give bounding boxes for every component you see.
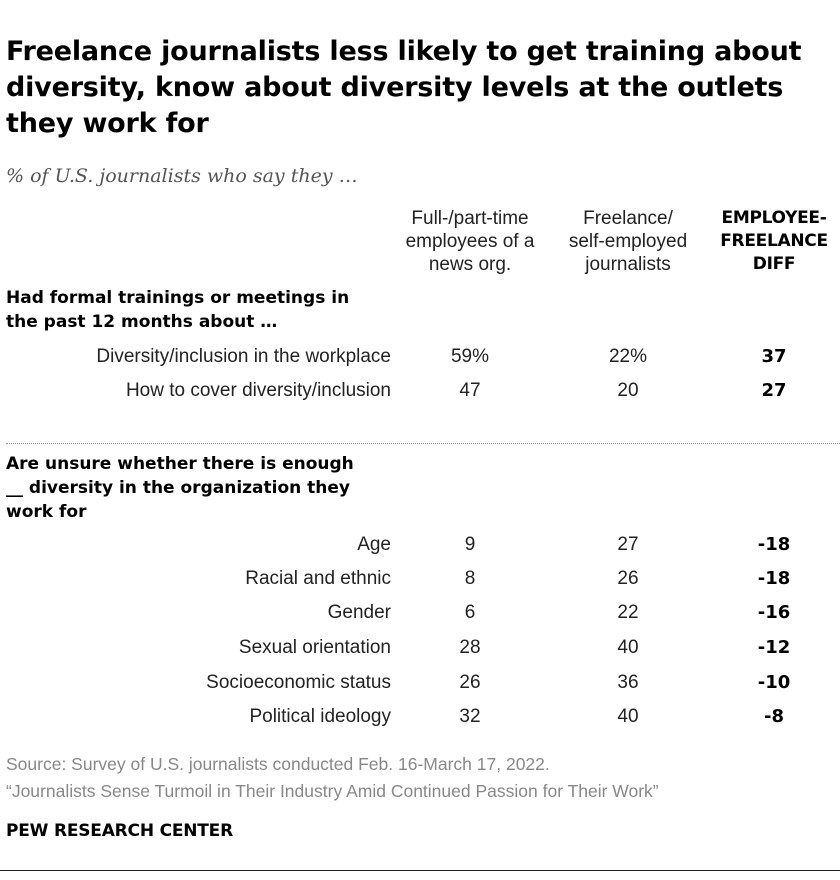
value-employees: 28 xyxy=(459,637,481,658)
value-freelance: 22 xyxy=(617,602,639,623)
section-divider xyxy=(6,443,840,444)
value-freelance: 20 xyxy=(617,380,639,401)
column-header-freelance-line2: self-employed xyxy=(568,231,688,252)
value-freelance: 40 xyxy=(617,637,639,658)
bottom-rule xyxy=(0,870,840,871)
value-employees: 26 xyxy=(459,672,481,693)
value-freelance: 22% xyxy=(608,346,648,367)
column-header-freelance-line3: journalists xyxy=(585,254,671,275)
section-heading-trainings-line2: the past 12 months about … xyxy=(6,312,278,332)
value-freelance: 40 xyxy=(617,706,639,727)
row-label: How to cover diversity/inclusion xyxy=(125,380,391,401)
value-diff: -16 xyxy=(757,602,791,623)
section-heading-trainings-line1: Had formal trainings or meetings in xyxy=(6,288,350,308)
value-employees: 47 xyxy=(459,380,481,401)
value-diff: 37 xyxy=(761,346,787,367)
row-label: Sexual orientation xyxy=(238,637,391,658)
value-freelance: 27 xyxy=(617,534,639,555)
value-diff: -18 xyxy=(757,534,791,555)
column-header-diff-line3: DIFF xyxy=(752,254,796,274)
table-row: Racial and ethnic 8 26 -18 xyxy=(0,562,840,596)
table-row: Sexual orientation 28 40 -12 xyxy=(0,631,840,665)
column-header-diff-line1: EMPLOYEE- xyxy=(721,208,827,228)
column-header-employees-line1: Full-/part-time xyxy=(411,208,529,229)
value-freelance: 26 xyxy=(617,568,639,589)
column-header-freelance-line1: Freelance/ xyxy=(583,208,673,229)
row-label: Racial and ethnic xyxy=(245,568,391,589)
row-label: Gender xyxy=(327,602,391,623)
value-freelance: 36 xyxy=(617,672,639,693)
section-heading-trainings: Had formal trainings or meetings in the … xyxy=(6,286,349,334)
report-title-note: “Journalists Sense Turmoil in Their Indu… xyxy=(6,781,659,801)
column-header-freelance: Freelance/ self-employed journalists xyxy=(548,207,708,276)
column-header-employees-line2: employees of a xyxy=(405,231,535,252)
table-row: Gender 6 22 -16 xyxy=(0,596,840,630)
pew-research-center-logo: PEW RESEARCH CENTER xyxy=(6,821,233,841)
value-employees: 6 xyxy=(464,602,476,623)
column-header-employees: Full-/part-time employees of a news org. xyxy=(380,207,560,276)
value-employees: 59% xyxy=(450,346,490,367)
column-header-employees-line3: news org. xyxy=(428,254,512,275)
column-header-diff-line2: FREELANCE xyxy=(720,231,828,251)
column-header-diff: EMPLOYEE- FREELANCE DIFF xyxy=(704,207,840,276)
source-note: Source: Survey of U.S. journalists condu… xyxy=(6,754,550,774)
row-label: Age xyxy=(357,534,391,555)
section-heading-unsure-line3: work for xyxy=(6,502,87,522)
table-row: Political ideology 32 40 -8 xyxy=(0,700,840,734)
value-employees: 9 xyxy=(464,534,476,555)
section-heading-unsure: Are unsure whether there is enough __ di… xyxy=(6,452,354,524)
row-label: Socioeconomic status xyxy=(206,672,391,693)
section-heading-unsure-line1: Are unsure whether there is enough xyxy=(6,454,354,474)
value-diff: -12 xyxy=(757,637,791,658)
value-diff: -18 xyxy=(757,568,791,589)
chart-title: Freelance journalists less likely to get… xyxy=(6,36,802,139)
row-label: Diversity/inclusion in the workplace xyxy=(96,346,391,367)
value-employees: 32 xyxy=(459,706,481,727)
table-row: How to cover diversity/inclusion 47 20 2… xyxy=(0,374,840,408)
table-row: Socioeconomic status 26 36 -10 xyxy=(0,666,840,700)
row-label: Political ideology xyxy=(249,706,391,727)
value-diff: -10 xyxy=(757,672,791,693)
value-diff: -8 xyxy=(764,706,784,727)
value-employees: 8 xyxy=(464,568,476,589)
value-diff: 27 xyxy=(761,380,787,401)
table-row: Diversity/inclusion in the workplace 59%… xyxy=(0,340,840,374)
chart-subtitle: % of U.S. journalists who say they … xyxy=(6,165,358,187)
section-heading-unsure-line2: __ diversity in the organization they xyxy=(6,478,351,498)
table-row: Age 9 27 -18 xyxy=(0,528,840,562)
